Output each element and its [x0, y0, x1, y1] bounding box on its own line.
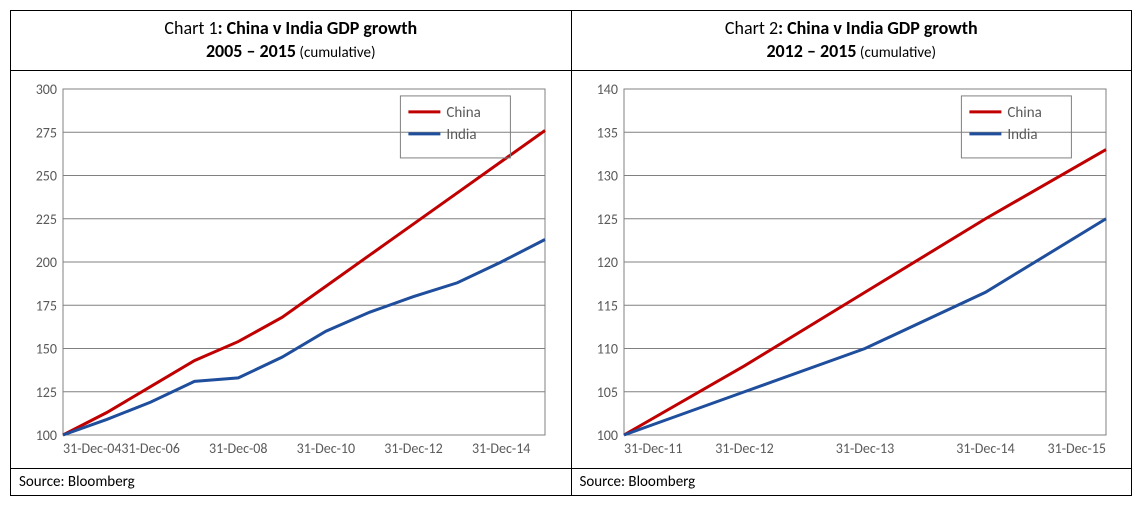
- chart1-title-main: : China v India GDP growth: [218, 17, 418, 39]
- panel-chart1: Chart 1: China v India GDP growth 2005 –…: [11, 11, 572, 495]
- svg-text:125: 125: [596, 211, 617, 228]
- svg-text:India: India: [1007, 126, 1037, 144]
- chart2-title-main: : China v India GDP growth: [778, 17, 978, 39]
- svg-text:125: 125: [36, 384, 57, 401]
- chart1-plot: 10012515017520022525027530031-Dec-0431-D…: [11, 71, 571, 469]
- svg-text:100: 100: [596, 427, 617, 444]
- chart2-plot: 100 105 110 115 120 125 130 135 140 31-Dec-11 31-D…: [572, 71, 1132, 469]
- svg-text:135: 135: [596, 124, 617, 141]
- svg-text:31-Dec-08: 31-Dec-08: [209, 440, 267, 457]
- svg-text:300: 300: [36, 83, 57, 98]
- svg-text:India: India: [446, 126, 476, 144]
- svg-text:275: 275: [36, 124, 57, 141]
- chart1-subtitle-cumulative: (cumulative): [296, 44, 376, 62]
- svg-text:115: 115: [596, 297, 617, 314]
- chart2-source: Source: Bloomberg: [572, 469, 1132, 495]
- panel-chart2: Chart 2: China v India GDP growth 2012 –…: [572, 11, 1132, 495]
- chart1-source: Source: Bloomberg: [11, 469, 571, 495]
- svg-text:China: China: [1007, 104, 1041, 122]
- svg-text:China: China: [446, 104, 480, 122]
- chart2-subtitle-years: 2012 – 2015: [766, 40, 856, 62]
- svg-text:225: 225: [36, 211, 57, 228]
- svg-text:31-Dec-14: 31-Dec-14: [956, 440, 1014, 457]
- svg-text:150: 150: [36, 340, 57, 357]
- svg-text:140: 140: [596, 83, 617, 98]
- charts-container: Chart 1: China v India GDP growth 2005 –…: [10, 10, 1132, 496]
- svg-text:31-Dec-14: 31-Dec-14: [472, 440, 530, 457]
- svg-text:120: 120: [596, 254, 617, 271]
- svg-text:31-Dec-10: 31-Dec-10: [297, 440, 355, 457]
- chart1-subtitle-years: 2005 – 2015: [206, 40, 296, 62]
- svg-text:100: 100: [36, 427, 57, 444]
- svg-text:31-Dec-12: 31-Dec-12: [715, 440, 773, 457]
- svg-text:31-Dec-06: 31-Dec-06: [121, 440, 179, 457]
- svg-text:250: 250: [36, 167, 57, 184]
- svg-text:110: 110: [596, 340, 617, 357]
- chart1-title-label: Chart 1: [164, 17, 217, 39]
- svg-text:31-Dec-15: 31-Dec-15: [1047, 440, 1105, 457]
- chart2-subtitle-cumulative: (cumulative): [857, 44, 937, 62]
- svg-text:105: 105: [596, 384, 617, 401]
- svg-text:200: 200: [36, 254, 57, 271]
- svg-text:31-Dec-12: 31-Dec-12: [384, 440, 442, 457]
- svg-text:31-Dec-11: 31-Dec-11: [624, 440, 682, 457]
- chart1-title: Chart 1: China v India GDP growth 2005 –…: [11, 11, 571, 71]
- svg-text:31-Dec-04: 31-Dec-04: [63, 440, 121, 457]
- chart2-title: Chart 2: China v India GDP growth 2012 –…: [572, 11, 1132, 71]
- svg-text:175: 175: [36, 297, 57, 314]
- chart2-title-label: Chart 2: [725, 17, 778, 39]
- svg-text:130: 130: [596, 167, 617, 184]
- svg-text:31-Dec-13: 31-Dec-13: [835, 440, 893, 457]
